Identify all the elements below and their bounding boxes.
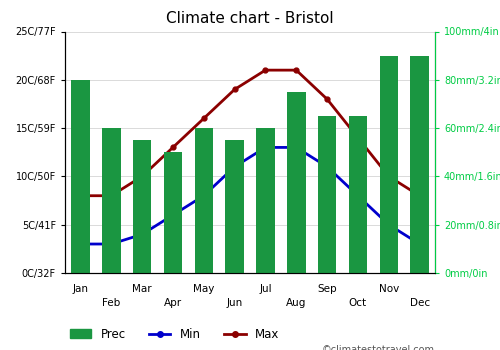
Text: Jun: Jun [226, 298, 242, 308]
Bar [226, 140, 244, 273]
Bar [348, 116, 367, 273]
Text: Aug: Aug [286, 298, 306, 308]
Text: ©climatestotravel.com: ©climatestotravel.com [322, 345, 435, 350]
Text: Dec: Dec [410, 298, 430, 308]
Text: Jul: Jul [259, 284, 272, 294]
Text: Apr: Apr [164, 298, 182, 308]
Text: Oct: Oct [349, 298, 367, 308]
Title: Climate chart - Bristol: Climate chart - Bristol [166, 11, 334, 26]
Legend: Prec, Min, Max: Prec, Min, Max [65, 323, 284, 345]
Text: Nov: Nov [378, 284, 399, 294]
Bar [380, 56, 398, 273]
Text: Mar: Mar [132, 284, 152, 294]
Bar [164, 152, 182, 273]
Text: Feb: Feb [102, 298, 120, 308]
Bar [256, 128, 274, 273]
Bar [133, 140, 152, 273]
Bar [318, 116, 336, 273]
Bar [71, 80, 90, 273]
Text: Jan: Jan [72, 284, 88, 294]
Text: May: May [193, 284, 214, 294]
Bar [102, 128, 120, 273]
Bar [410, 56, 429, 273]
Bar [287, 92, 306, 273]
Text: Sep: Sep [318, 284, 337, 294]
Bar [194, 128, 213, 273]
